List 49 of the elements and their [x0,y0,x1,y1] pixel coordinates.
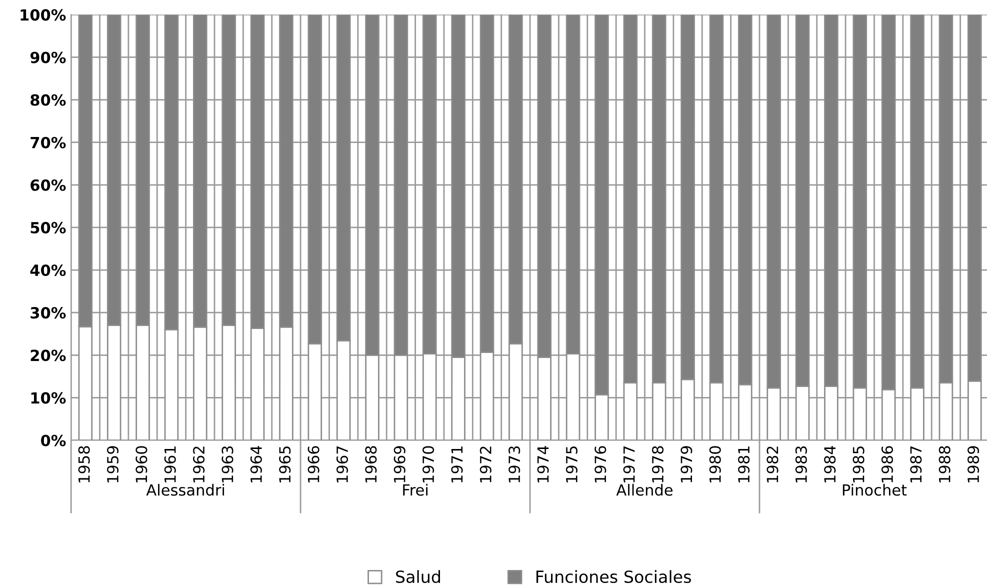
y-tick-label: 10% [31,392,66,404]
text: Alessandri [146,484,224,496]
x-tick-label: 1970 [422,446,434,482]
y-tick-label: 40% [30,264,66,276]
x-tick-label: 1974 [537,446,549,482]
y-tick-label: 100% [20,9,66,21]
x-tick-label: 1988 [938,446,950,482]
y-tick-label: 80% [30,94,66,106]
x-tick-label: 1978 [652,446,664,482]
y-tick-label: 50% [30,222,66,234]
x-tick-label: 1986 [881,446,894,482]
x-tick-label: 1983 [795,446,807,482]
text: Frei [403,484,428,496]
x-tick-label: 1989 [968,446,980,482]
y-tick-label: 20% [30,350,66,362]
x-tick-label: 1982 [766,446,778,482]
x-tick-label: 1969 [394,446,406,482]
x-tick-label: 1980 [709,446,721,482]
x-tick-label: 1968 [365,446,377,482]
x-tick-label: 1958 [78,446,90,482]
legend-label: Funciones Sociales [536,570,691,584]
x-tick-label: 1963 [222,446,234,482]
x-tick-label: 1965 [279,446,291,482]
x-tick-label: 1987 [910,446,922,482]
y-tick-label: 0% [40,434,66,446]
x-tick-label: 1967 [336,446,348,482]
x-tick-label: 1985 [852,446,864,482]
x-tick-label: 1984 [824,446,836,482]
y-tick-label: 60% [30,179,66,191]
x-tick-label: 1960 [136,446,148,482]
x-tick-label: 1979 [680,446,692,482]
x-tick-label: 1977 [623,446,635,482]
x-tick-label: 1959 [106,446,119,482]
text: Allende [616,484,673,496]
legend-label: Salud [396,570,440,584]
x-tick-label: 1981 [738,446,750,482]
y-tick-label: 90% [30,52,66,64]
x-tick-label: 1962 [193,446,205,482]
x-tick-label: 1966 [308,446,320,482]
x-tick-label: 1976 [594,446,606,482]
text: Pinochet [842,484,907,496]
y-tick-label: 30% [30,307,66,319]
x-tick-label: 1964 [250,446,262,482]
x-tick-label: 1971 [451,446,463,482]
x-tick-label: 1973 [508,446,520,482]
y-tick-label: 70% [30,136,66,148]
x-tick-label: 1975 [566,446,578,482]
x-tick-label: 1961 [164,446,176,482]
x-tick-label: 1972 [480,446,492,482]
